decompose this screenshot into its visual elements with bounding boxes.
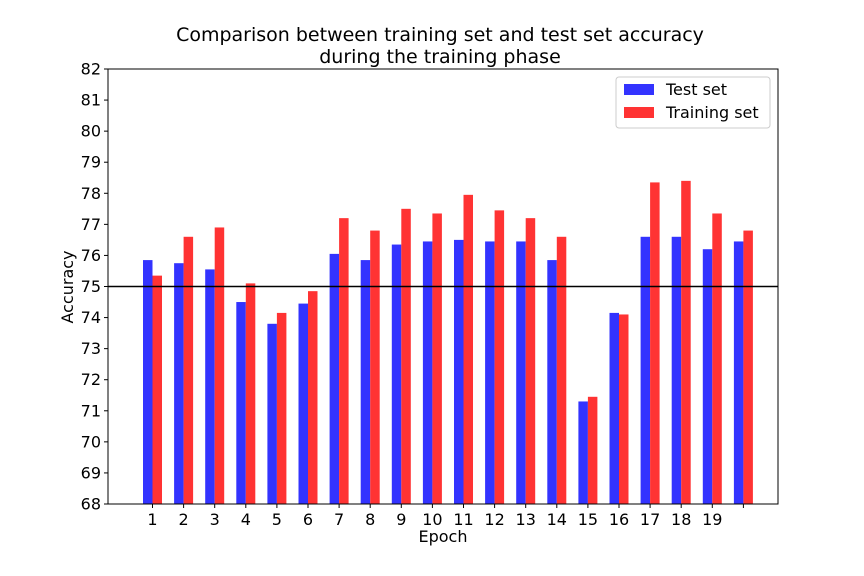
training-set-bar-12	[494, 210, 505, 504]
test-set-bar-11	[454, 239, 464, 504]
training-set-bar-13	[525, 218, 536, 504]
chart-title: Comparison between training set and test…	[176, 24, 704, 46]
legend-label: Test set	[665, 80, 727, 99]
x-axis: 1 2 3 4 5 6 7 8 9 10 11 12 13 14 15 16 17 18 19	[147, 504, 744, 529]
y-tick-label: 79	[81, 153, 101, 172]
test-set-bar-16	[609, 312, 619, 504]
x-tick-label: 7	[334, 510, 344, 529]
test-set-bar-1	[143, 260, 153, 504]
y-tick-label: 80	[81, 122, 101, 141]
training-set-bar-3	[214, 227, 225, 504]
test-set-bar-12	[485, 241, 495, 504]
test-set-bar-13	[516, 241, 526, 504]
training-set-bar-18	[681, 180, 691, 505]
y-tick-label: 81	[81, 91, 101, 110]
x-tick-label: 16	[609, 510, 629, 529]
training-set-bar-14	[556, 236, 567, 505]
test-set-bar-7	[329, 253, 340, 504]
legend-label: Training set	[665, 103, 759, 122]
test-set-bar-2	[174, 263, 184, 504]
x-tick-label: 19	[702, 510, 722, 529]
y-tick-label: 76	[81, 246, 101, 265]
legend-swatch	[624, 84, 654, 95]
training-set-bar-19	[712, 213, 722, 505]
y-tick-label: 69	[81, 463, 101, 482]
bars-group	[143, 180, 753, 505]
x-tick-label: 2	[179, 510, 189, 529]
chart-subtitle: during the training phase	[319, 46, 561, 68]
y-axis: 68 69 70 71 72 73 74 75 76 77 78 79 80 81 82	[81, 60, 108, 514]
test-set-bar-17	[640, 236, 651, 505]
legend: Test set Training set	[615, 76, 771, 129]
y-tick-label: 75	[81, 277, 101, 296]
x-tick-label: 18	[671, 510, 691, 529]
test-set-bar-6	[298, 303, 308, 504]
x-tick-label: 14	[547, 510, 567, 529]
y-tick-label: 68	[81, 495, 101, 514]
y-tick-label: 73	[81, 339, 101, 358]
training-set-bar-10	[432, 213, 442, 505]
training-set-bar-8	[370, 230, 380, 504]
test-set-bar-3	[205, 269, 215, 504]
x-tick-label: 13	[516, 510, 536, 529]
training-set-bar-11	[463, 194, 473, 504]
x-tick-label: 10	[422, 510, 442, 529]
test-set-bar-9	[391, 244, 402, 505]
training-set-bar-1	[152, 275, 162, 504]
test-set-bar-10	[422, 241, 433, 504]
y-tick-label: 72	[81, 370, 101, 389]
x-tick-label: 17	[640, 510, 660, 529]
training-set-bar-17	[650, 182, 660, 504]
training-set-bar-20	[743, 230, 753, 504]
x-tick-label: 12	[484, 510, 504, 529]
test-set-bar-14	[547, 260, 557, 504]
training-set-bar-5	[276, 312, 287, 504]
test-set-bar-5	[267, 323, 277, 504]
y-tick-label: 77	[81, 215, 101, 234]
test-set-bar-20	[733, 241, 744, 504]
x-axis-label: Epoch	[419, 527, 468, 546]
x-tick-label: 15	[578, 510, 598, 529]
training-set-bar-6	[308, 291, 318, 504]
training-set-bar-4	[245, 283, 256, 504]
test-set-bar-19	[702, 249, 713, 504]
x-tick-label: 6	[303, 510, 313, 529]
legend-box	[615, 76, 771, 129]
test-set-bar-18	[671, 236, 682, 505]
x-tick-label: 11	[453, 510, 473, 529]
training-set-bar-16	[619, 314, 629, 504]
training-set-bar-15	[587, 396, 598, 504]
test-set-bar-8	[360, 260, 371, 504]
legend-swatch	[624, 107, 654, 118]
y-tick-label: 70	[81, 432, 101, 451]
x-tick-label: 4	[241, 510, 251, 529]
y-tick-label: 74	[81, 308, 101, 327]
x-tick-label: 1	[147, 510, 157, 529]
x-tick-label: 8	[365, 510, 375, 529]
y-tick-label: 82	[81, 60, 101, 79]
x-tick-label: 5	[272, 510, 282, 529]
y-axis-label: Accuracy	[58, 250, 77, 323]
training-set-bar-9	[401, 208, 411, 504]
y-tick-label: 71	[81, 401, 101, 420]
test-set-bar-15	[578, 401, 588, 504]
x-tick-label: 3	[210, 510, 220, 529]
training-set-bar-2	[183, 236, 194, 505]
training-set-bar-7	[339, 218, 349, 504]
y-tick-label: 78	[81, 184, 101, 203]
test-set-bar-4	[236, 302, 246, 504]
x-tick-label: 9	[396, 510, 406, 529]
